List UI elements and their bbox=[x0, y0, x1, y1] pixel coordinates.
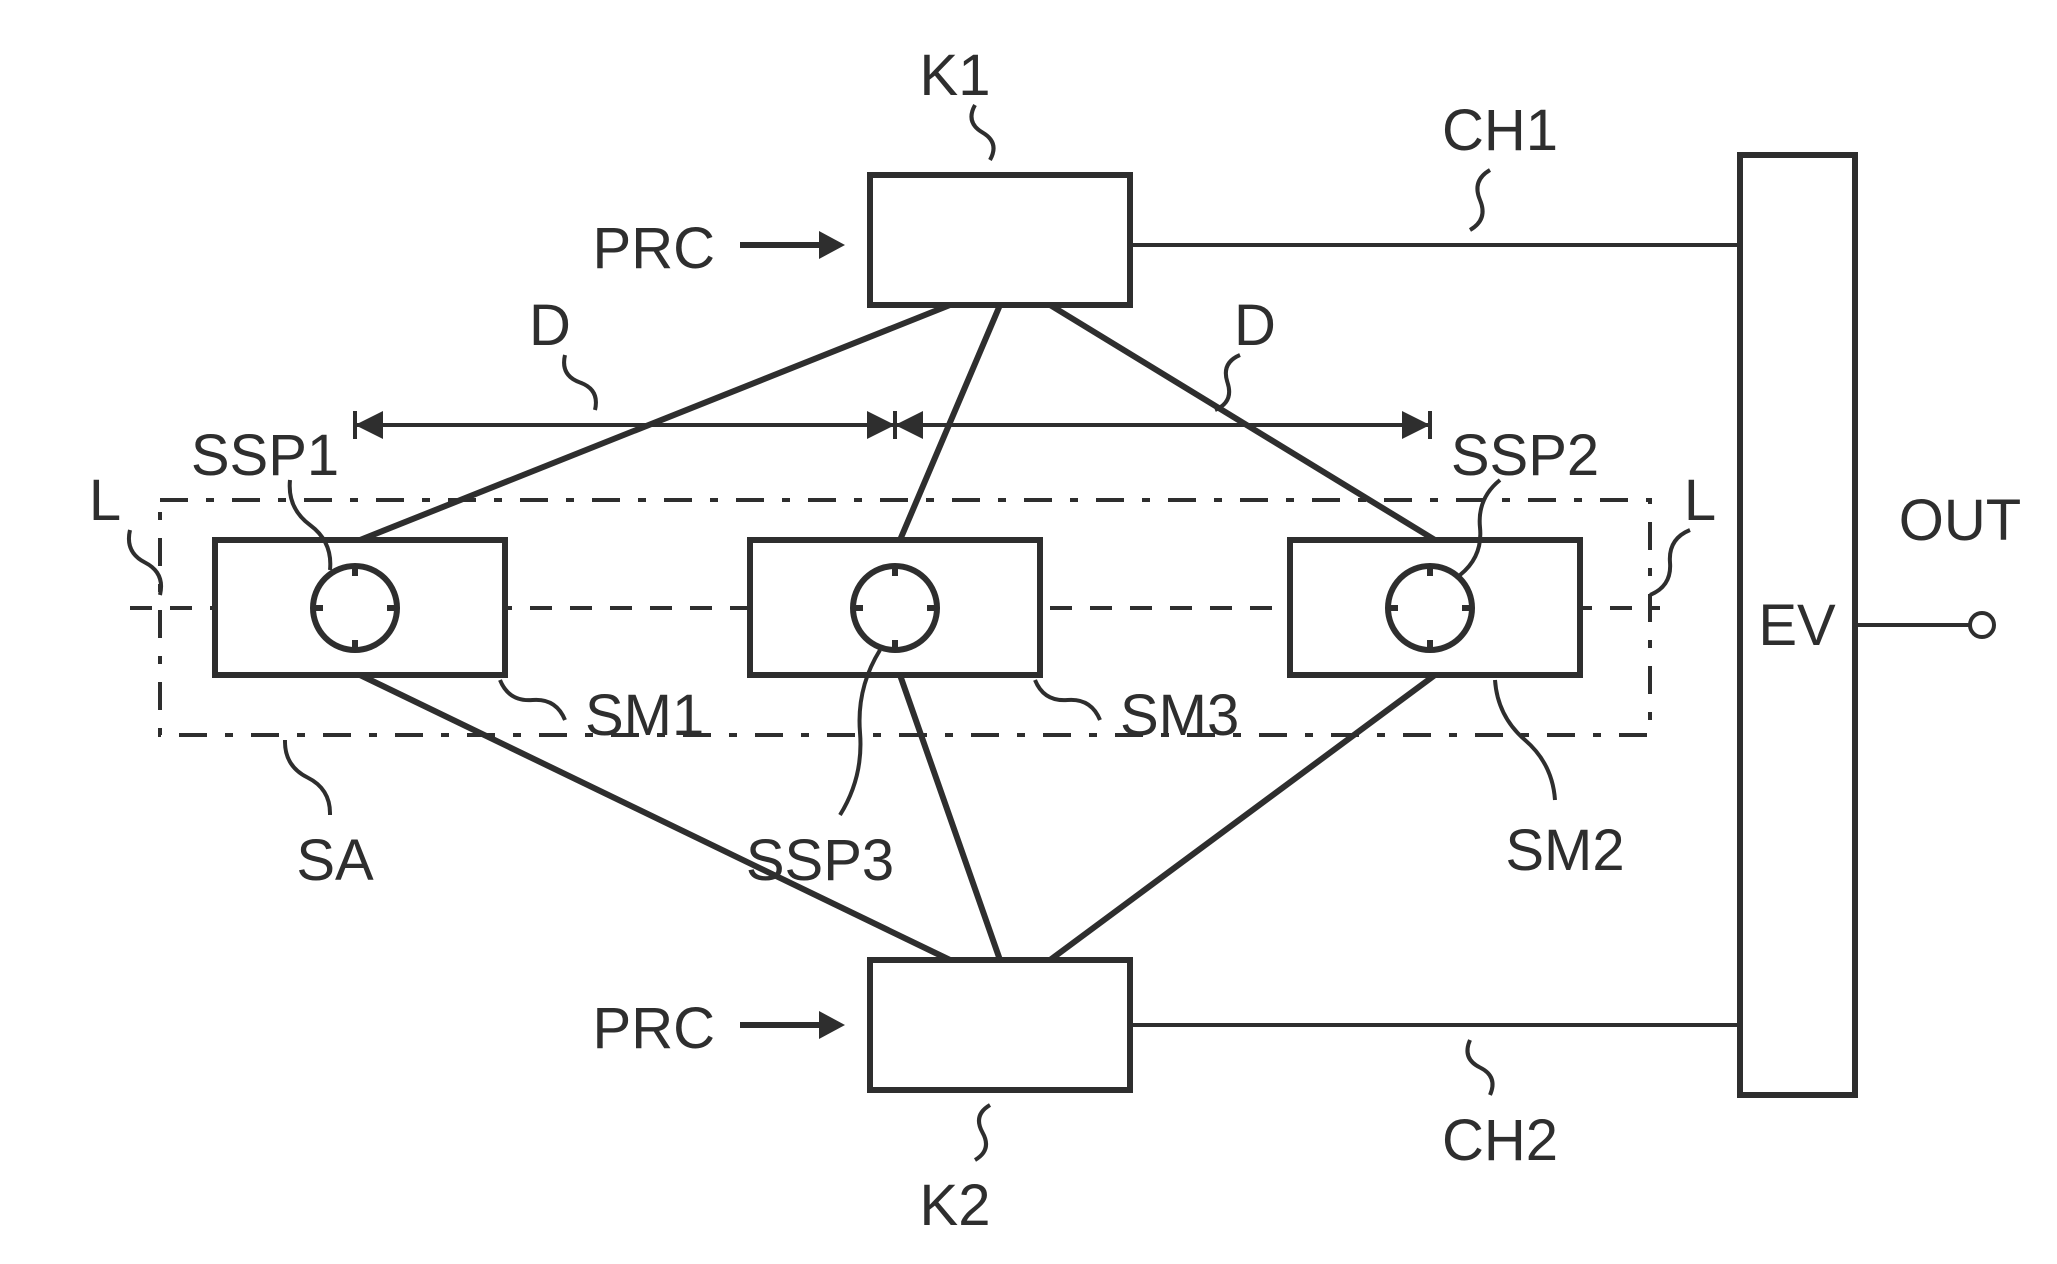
dim-d-right-arrow-r bbox=[1402, 411, 1430, 439]
conn-k1_to_sm1 bbox=[360, 305, 950, 540]
target-ssp1 bbox=[313, 566, 397, 650]
conn-k2_to_sm2 bbox=[1050, 675, 1435, 960]
label-ch1: CH1 bbox=[1442, 98, 1558, 163]
conn-k2_to_sm3 bbox=[900, 675, 1000, 960]
arrow-prc1-head bbox=[819, 231, 845, 259]
dim-d-left-arrow-r bbox=[867, 411, 895, 439]
label-d1: D bbox=[529, 293, 571, 358]
label-ssp3: SSP3 bbox=[746, 828, 894, 893]
label-prc2: PRC bbox=[593, 996, 715, 1061]
dim-d-right-arrow-l bbox=[895, 411, 923, 439]
label-l_r: L bbox=[1684, 468, 1716, 533]
leader-sa bbox=[285, 740, 330, 815]
leader-ch2 bbox=[1467, 1040, 1492, 1095]
label-ev: EV bbox=[1758, 593, 1836, 658]
label-ch2: CH2 bbox=[1442, 1108, 1558, 1173]
leader-sm1 bbox=[500, 680, 565, 720]
label-l_l: L bbox=[89, 468, 121, 533]
target-ssp2 bbox=[1388, 566, 1472, 650]
label-ssp1: SSP1 bbox=[191, 423, 339, 488]
target-ssp3 bbox=[853, 566, 937, 650]
label-sm1: SM1 bbox=[585, 683, 704, 748]
label-d2: D bbox=[1234, 293, 1276, 358]
leader-d2 bbox=[1215, 355, 1240, 410]
leader-sm2 bbox=[1495, 680, 1555, 800]
label-k2: K2 bbox=[920, 1173, 991, 1238]
leader-sm3 bbox=[1035, 680, 1100, 720]
label-out: OUT bbox=[1899, 488, 2021, 553]
leader-k1 bbox=[971, 105, 993, 160]
dim-d-left-arrow-l bbox=[355, 411, 383, 439]
label-sm3: SM3 bbox=[1120, 683, 1239, 748]
label-prc1: PRC bbox=[593, 216, 715, 281]
label-sa: SA bbox=[296, 828, 374, 893]
leader-ch1 bbox=[1470, 170, 1490, 230]
out-terminal bbox=[1970, 613, 1994, 637]
label-sm2: SM2 bbox=[1505, 818, 1624, 883]
block-k1 bbox=[870, 175, 1130, 305]
leader-l_r bbox=[1650, 530, 1690, 595]
label-ssp2: SSP2 bbox=[1451, 423, 1599, 488]
block-k2 bbox=[870, 960, 1130, 1090]
leader-d1 bbox=[564, 355, 596, 410]
leader-k2 bbox=[975, 1105, 990, 1160]
arrow-prc2-head bbox=[819, 1011, 845, 1039]
leader-l_l bbox=[129, 530, 161, 595]
label-k1: K1 bbox=[920, 43, 991, 108]
